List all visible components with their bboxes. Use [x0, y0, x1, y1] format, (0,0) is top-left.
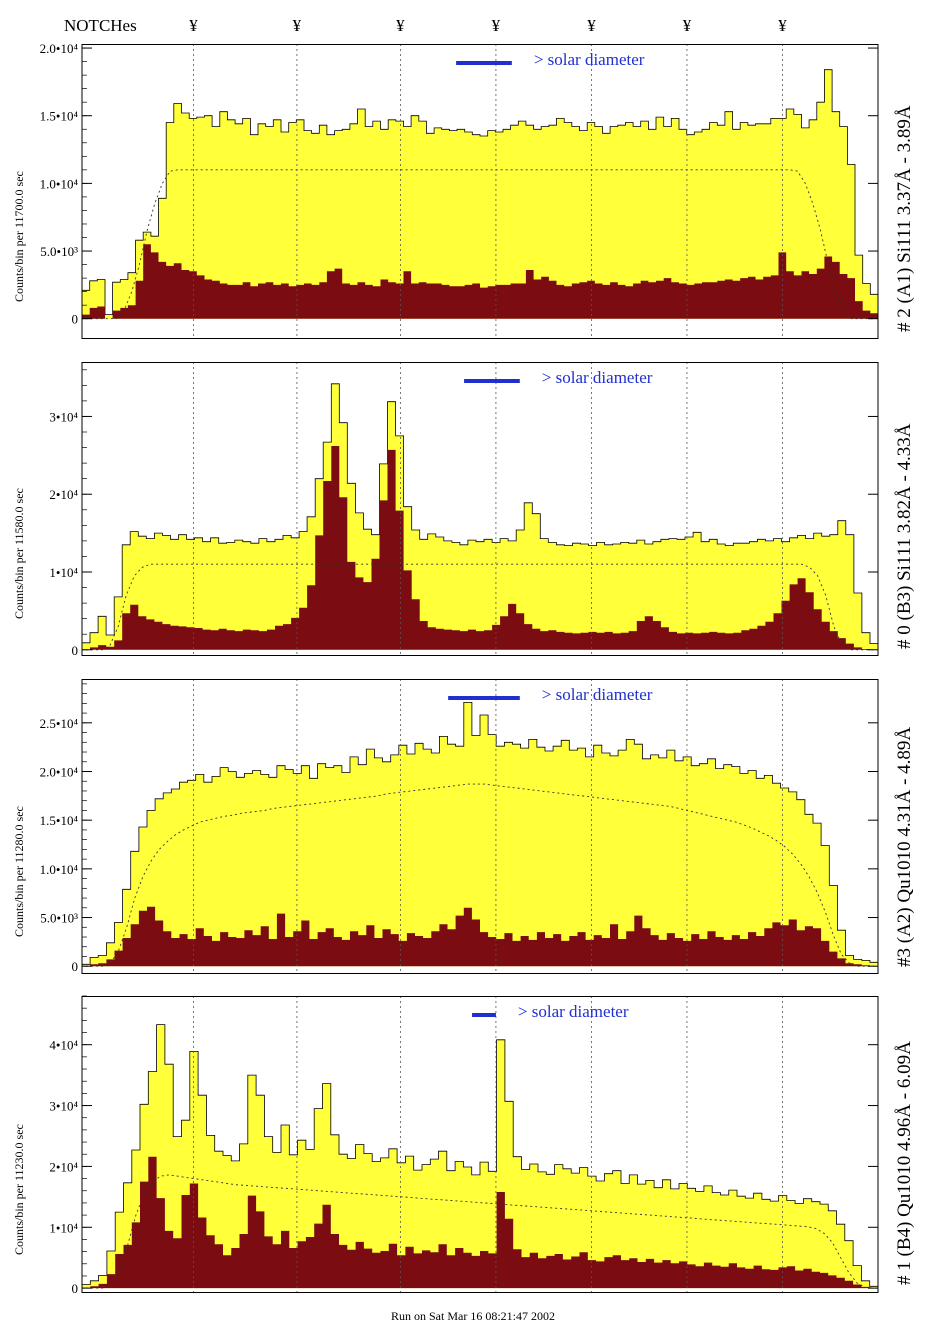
ytick-label: 1.5•10⁴: [40, 813, 79, 828]
total-counts-outline: [82, 69, 878, 315]
channel-label: # 2 (A1) Si111 3.37Å - 3.89Å: [894, 104, 915, 332]
ytick-label: 3•10⁴: [49, 409, 78, 424]
line-counts-area: [82, 1156, 878, 1289]
ytick-label: 2•10⁴: [49, 487, 78, 502]
solar-profile-curve: [86, 563, 874, 651]
plot-frame: [81, 362, 879, 656]
solar-diameter-label: > solar diameter: [541, 685, 653, 704]
line-counts-area: [82, 446, 878, 650]
ytick-label: 5.0•10³: [40, 911, 78, 926]
panel-plot: 0 1•10⁴ 2•10⁴ 3•10⁴ 4•10⁴: [49, 995, 879, 1296]
total-counts-outline: [82, 1024, 878, 1287]
panel-plot: 0 5.0•10³ 1.0•10⁴ 1.5•10⁴ 2.0•10⁴: [40, 41, 879, 339]
y-axis-label: Counts/bin per 11580.0 sec: [12, 488, 26, 619]
notches-title: NOTCHes: [64, 16, 137, 35]
channel-label: # 1 (B4) Qu1010 4.96Å - 6.09Å: [894, 1040, 915, 1285]
spectrum-panel-1: 0 5.0•10³ 1.0•10⁴ 1.5•10⁴ 2.0•10⁴ > solar dia…: [0, 41, 946, 339]
notch-marker-7: ¥: [778, 16, 787, 35]
ytick-label: 0: [72, 959, 79, 974]
ytick-label: 2.0•10⁴: [40, 41, 79, 56]
total-counts-area: [82, 1024, 878, 1289]
ytick-label: 0: [72, 312, 79, 327]
solar-diameter-label: > solar diameter: [533, 50, 645, 69]
y-axis-label: Counts/bin per 11700.0 sec: [12, 170, 26, 302]
line-counts-area: [82, 244, 878, 319]
y-axis-label: Counts/bin per 11230.0 sec: [12, 1123, 26, 1255]
ytick-label: 2.5•10⁴: [40, 716, 79, 731]
notch-marker-5: ¥: [587, 16, 596, 35]
ytick-label: 3•10⁴: [49, 1099, 78, 1114]
notch-marker-3: ¥: [396, 16, 405, 35]
plot-frame: [81, 679, 879, 974]
panel-plot: 0 5.0•10³ 1.0•10⁴ 1.5•10⁴ 2.0•10⁴ 2.5•10⁴: [40, 679, 879, 974]
total-counts-outline: [82, 702, 878, 965]
notch-marker-1: ¥: [189, 16, 198, 35]
notch-header: NOTCHes ¥ ¥ ¥ ¥ ¥ ¥ ¥: [0, 0, 946, 44]
panel-plot: 0 1•10⁴ 2•10⁴ 3•10⁴: [49, 362, 879, 658]
notch-marker-6: ¥: [682, 16, 692, 35]
solar-diameter-label: > solar diameter: [517, 1002, 629, 1021]
spectrum-panel-3: 0 5.0•10³ 1.0•10⁴ 1.5•10⁴ 2.0•10⁴ 2.5•10⁴ > so…: [0, 679, 946, 974]
ytick-label: 1.5•10⁴: [40, 109, 79, 124]
channel-label: #3 (A2) Qu1010 4.31Å - 4.89Å: [894, 726, 915, 967]
y-axis-label: Counts/bin per 11280.0 sec: [12, 805, 26, 937]
ytick-label: 1.0•10⁴: [40, 862, 79, 877]
ytick-label: 0: [72, 643, 79, 658]
solar-diameter-label: > solar diameter: [541, 368, 653, 387]
spectrum-panel-4: 0 1•10⁴ 2•10⁴ 3•10⁴ 4•10⁴ > solar diameter Cou…: [0, 995, 946, 1296]
solar-profile-curve: [85, 169, 875, 320]
run-timestamp: Run on Sat Mar 16 08:21:47 2002: [391, 1309, 555, 1323]
ytick-label: 1•10⁴: [49, 565, 78, 580]
solar-profile-curve: [86, 1174, 874, 1289]
ytick-label: 2•10⁴: [49, 1159, 78, 1174]
total-counts-area: [82, 383, 878, 650]
notch-marker-4: ¥: [491, 16, 501, 35]
plot-frame: [81, 996, 879, 1293]
line-counts-area: [82, 906, 878, 967]
notch-marker-2: ¥: [292, 16, 302, 35]
ytick-label: 1.0•10⁴: [40, 176, 79, 191]
total-counts-area: [82, 702, 878, 967]
ytick-label: 4•10⁴: [49, 1038, 78, 1053]
ytick-label: 2.0•10⁴: [40, 764, 79, 779]
ytick-label: 0: [72, 1281, 79, 1296]
total-counts-outline: [82, 383, 878, 644]
ytick-label: 5.0•10³: [40, 244, 78, 259]
spectrum-panel-2: 0 1•10⁴ 2•10⁴ 3•10⁴ > solar diameter Counts/b…: [0, 362, 946, 658]
ytick-label: 1•10⁴: [49, 1220, 78, 1235]
plot-frame: [81, 44, 879, 339]
channel-label: # 0 (B3) Si111 3.82Å - 4.33Å: [894, 423, 915, 649]
